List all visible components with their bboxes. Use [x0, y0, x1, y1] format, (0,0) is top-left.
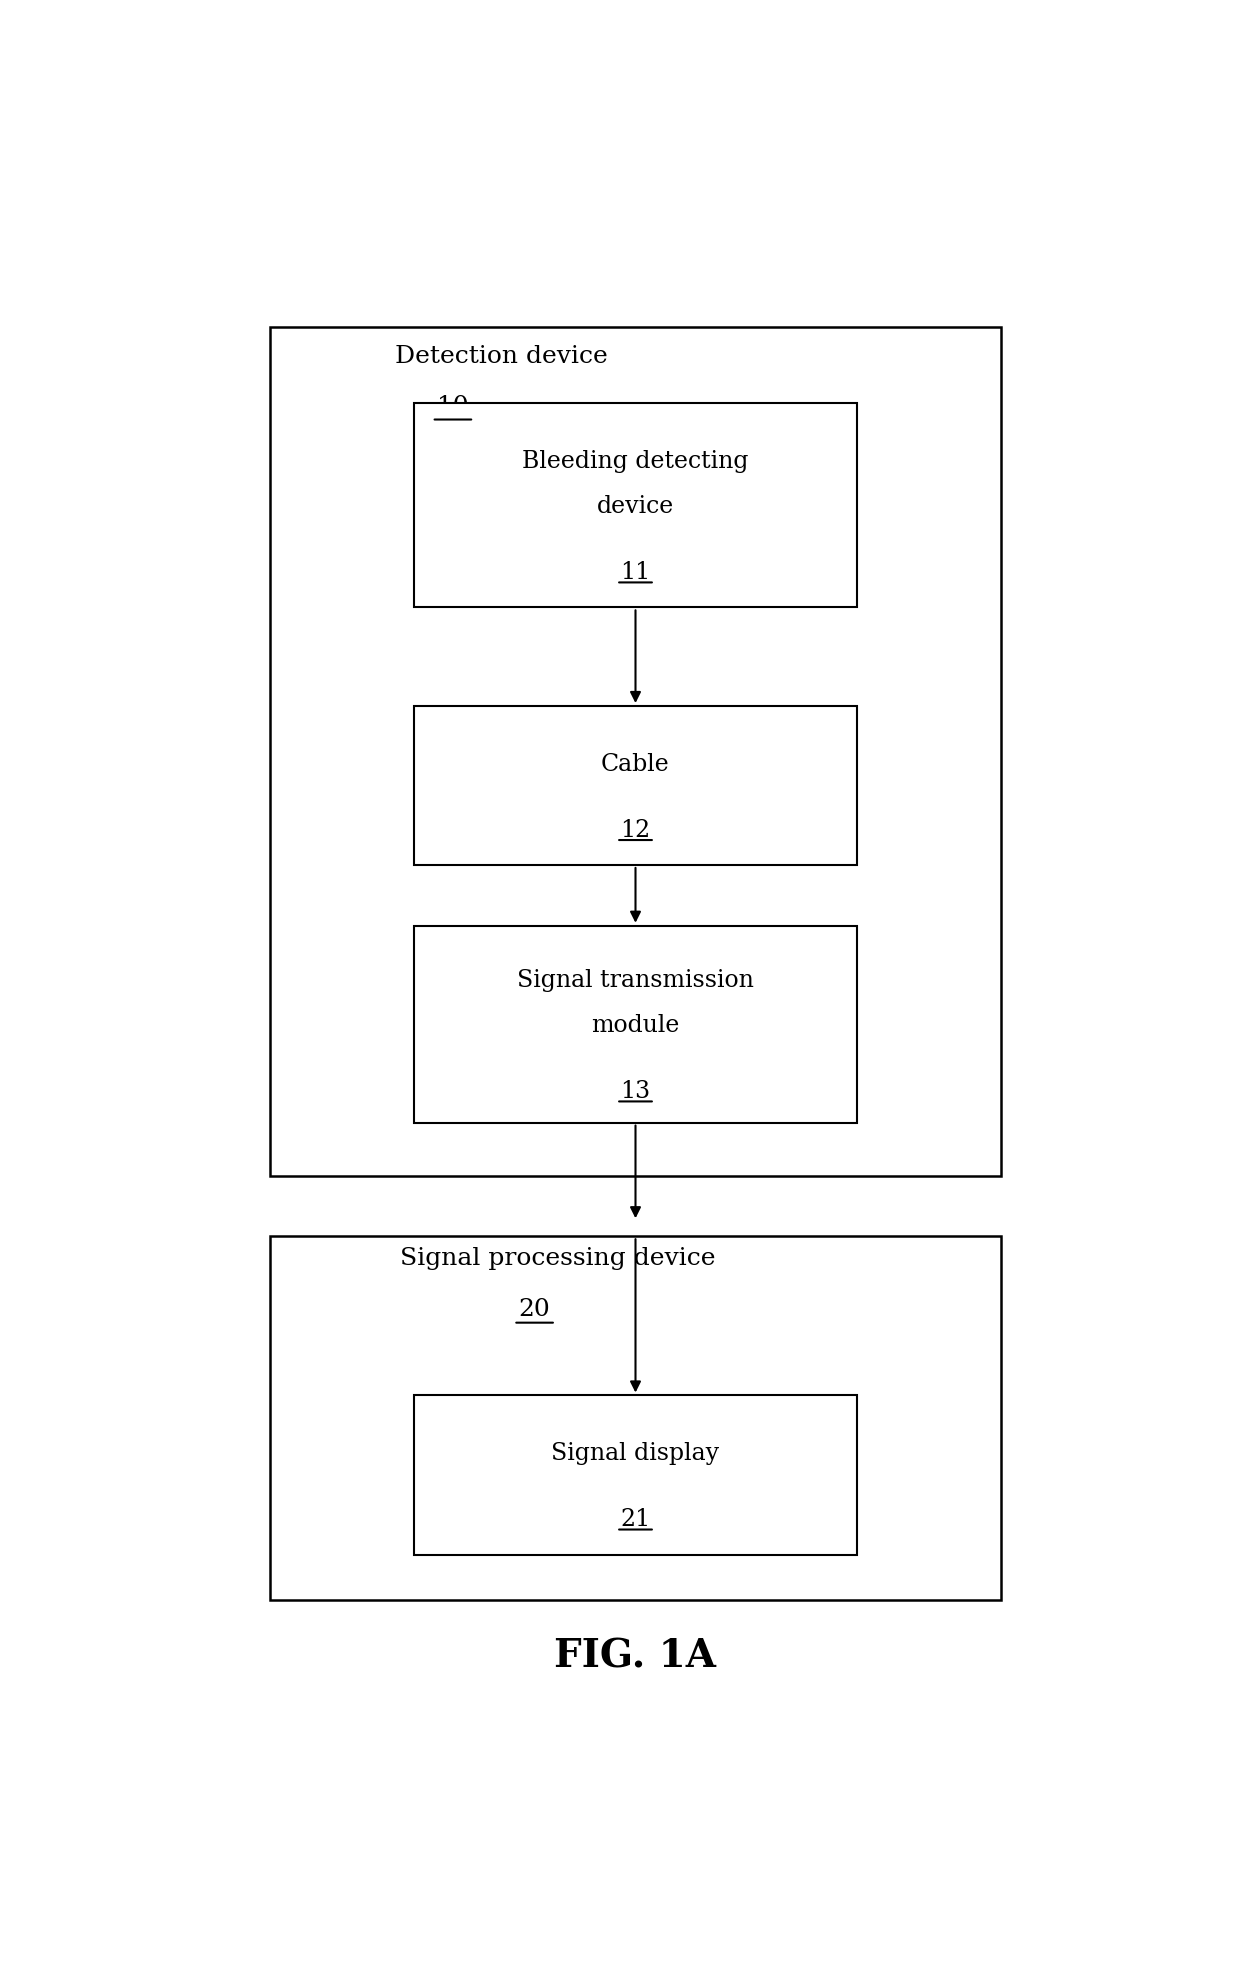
Text: Detection device: Detection device: [396, 344, 608, 368]
Text: device: device: [596, 496, 675, 518]
Text: Cable: Cable: [601, 754, 670, 775]
Text: 20: 20: [518, 1299, 551, 1321]
Text: Signal display: Signal display: [552, 1443, 719, 1466]
FancyBboxPatch shape: [270, 327, 1001, 1175]
Text: 13: 13: [620, 1080, 651, 1104]
Text: 10: 10: [436, 396, 469, 419]
Text: 11: 11: [620, 561, 651, 584]
Text: 12: 12: [620, 819, 651, 842]
FancyBboxPatch shape: [414, 403, 857, 608]
Text: Signal processing device: Signal processing device: [401, 1246, 715, 1269]
FancyBboxPatch shape: [414, 1395, 857, 1555]
Text: Signal transmission: Signal transmission: [517, 968, 754, 992]
Text: FIG. 1A: FIG. 1A: [554, 1637, 717, 1677]
Text: Bleeding detecting: Bleeding detecting: [522, 451, 749, 472]
FancyBboxPatch shape: [414, 707, 857, 866]
FancyBboxPatch shape: [414, 925, 857, 1122]
Text: module: module: [591, 1014, 680, 1037]
Text: 21: 21: [620, 1507, 651, 1531]
FancyBboxPatch shape: [270, 1236, 1001, 1600]
